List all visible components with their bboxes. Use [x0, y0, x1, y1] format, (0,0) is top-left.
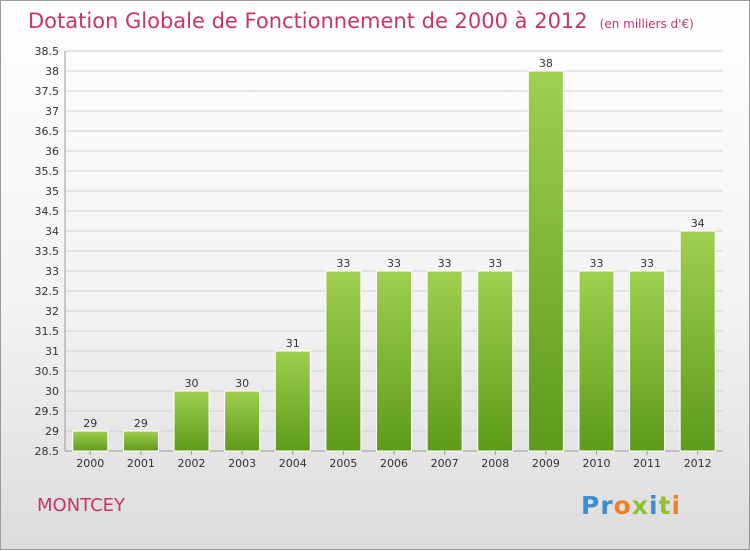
- logo-letter: r: [600, 491, 614, 520]
- x-tick-label-2009: 2009: [532, 457, 560, 470]
- logo-letter: i: [649, 491, 659, 520]
- x-tick-label-2007: 2007: [431, 457, 459, 470]
- data-label-2012: 34: [691, 217, 705, 230]
- bar-2011: [629, 270, 666, 452]
- y-tick-label: 30.5: [35, 365, 60, 378]
- y-tick-label: 37.5: [35, 85, 60, 98]
- y-tick-labels: 28.5 29 29.5 30 30.5 31 31.5 32 32.5 33 33.5 34 34.5…: [35, 45, 60, 458]
- y-tick-label: 30: [45, 385, 59, 398]
- x-tick-label-2003: 2003: [228, 457, 256, 470]
- x-tick-label-2008: 2008: [481, 457, 509, 470]
- y-tick-label: 34.5: [35, 205, 60, 218]
- y-tick-label: 33.5: [35, 245, 60, 258]
- bar-2008: [477, 270, 514, 452]
- y-tick-label: 34: [45, 225, 59, 238]
- logo-letter: x: [631, 491, 649, 520]
- y-tick-label: 31.5: [35, 325, 60, 338]
- y-tick-label: 28.5: [35, 445, 60, 458]
- bar-2010: [578, 270, 615, 452]
- x-tick-label-2001: 2001: [127, 457, 155, 470]
- y-tick-label: 31: [45, 345, 59, 358]
- y-tick-label: 32: [45, 305, 59, 318]
- data-label-2011: 33: [640, 257, 654, 270]
- y-tick-label: 32.5: [35, 285, 60, 298]
- y-tick-label: 38.5: [35, 45, 60, 58]
- bar-2003: [224, 390, 261, 452]
- bar-2005: [325, 270, 362, 452]
- logo-letter: o: [613, 491, 632, 520]
- x-tick-labels: 2000 2001 2002 2003 2004 2005 2006 2007 2008 2009…: [76, 451, 712, 470]
- y-tick-label: 33: [45, 265, 59, 278]
- chart-subtitle: (en milliers d'€): [599, 17, 694, 31]
- y-tick-label: 29: [45, 425, 59, 438]
- data-label-2005: 33: [336, 257, 350, 270]
- bar-2004: [274, 350, 311, 452]
- x-tick-label-2011: 2011: [633, 457, 661, 470]
- y-tick-label: 38: [45, 65, 59, 78]
- data-label-2008: 33: [488, 257, 502, 270]
- logo-letter: P: [581, 491, 601, 520]
- proxiti-logo[interactable]: Proxiti: [581, 491, 681, 520]
- x-tick-label-2000: 2000: [76, 457, 104, 470]
- data-label-2006: 33: [387, 257, 401, 270]
- x-tick-label-2002: 2002: [178, 457, 206, 470]
- commune-name: MONTCEY: [37, 495, 126, 516]
- bar-2001: [122, 430, 159, 452]
- bar-2012: [679, 230, 716, 452]
- chart-title: Dotation Globale de Fonctionnement de 20…: [28, 9, 694, 33]
- data-label-2004: 31: [286, 337, 300, 350]
- bar-2007: [426, 270, 463, 452]
- data-label-2002: 30: [185, 377, 199, 390]
- x-tick-label-2012: 2012: [684, 457, 712, 470]
- y-tick-label: 36.5: [35, 125, 60, 138]
- chart-title-text: Dotation Globale de Fonctionnement de 20…: [28, 9, 588, 33]
- y-tick-label: 35.5: [35, 165, 60, 178]
- data-label-2007: 33: [438, 257, 452, 270]
- logo-letter: t: [658, 491, 672, 520]
- bar-2006: [376, 270, 412, 452]
- data-label-2010: 33: [589, 257, 603, 270]
- data-label-2003: 30: [235, 377, 249, 390]
- y-tick-label: 37: [45, 105, 59, 118]
- data-label-2001: 29: [134, 417, 148, 430]
- bar-2002: [173, 390, 210, 452]
- logo-letter: i: [671, 491, 682, 520]
- x-tick-label-2004: 2004: [279, 457, 307, 470]
- x-tick-label-2005: 2005: [329, 457, 357, 470]
- data-label-2000: 29: [83, 417, 97, 430]
- bars: 29 29 30 30 31 33 33 33 33 38 33 33 34: [72, 57, 716, 452]
- bar-2000: [72, 430, 109, 452]
- y-tick-label: 35: [45, 185, 59, 198]
- bar-2009: [527, 70, 564, 452]
- x-tick-label-2006: 2006: [380, 457, 408, 470]
- x-tick-label-2010: 2010: [582, 457, 610, 470]
- y-tick-label: 36: [45, 145, 59, 158]
- y-tick-label: 29.5: [35, 405, 60, 418]
- data-label-2009: 38: [539, 57, 553, 70]
